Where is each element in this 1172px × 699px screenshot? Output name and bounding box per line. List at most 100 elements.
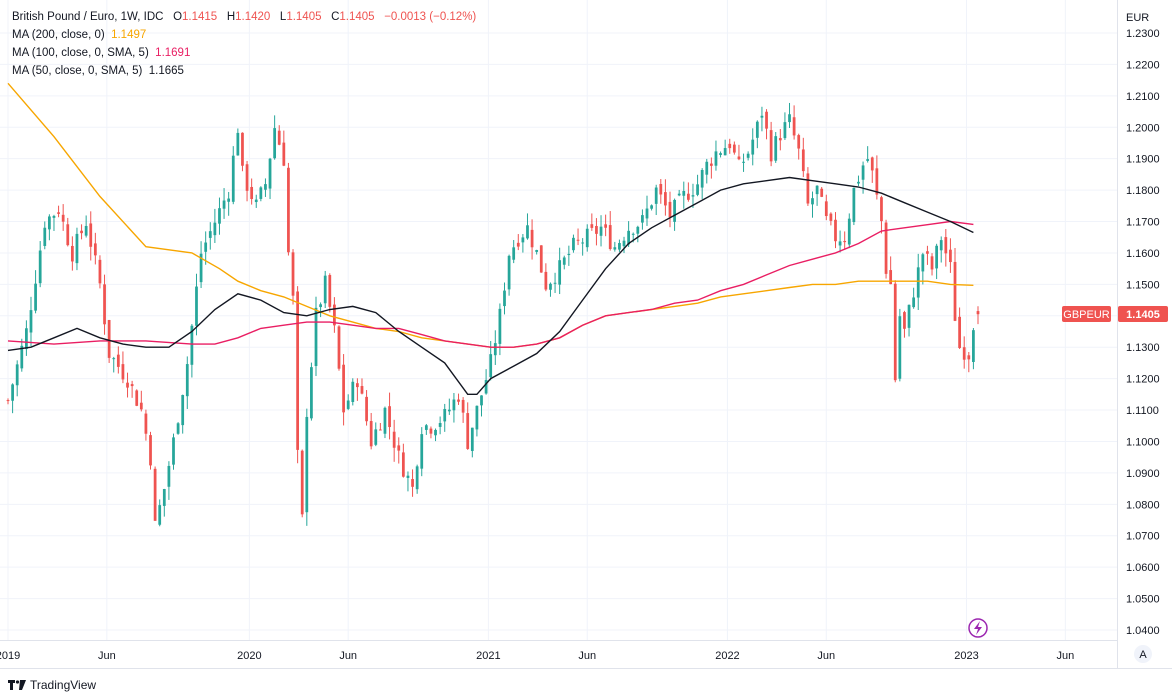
candle-body [66,224,70,246]
ohlc-change: −0.0013 (−0.12%) [384,11,477,23]
candle-body [526,225,529,239]
candle-body [135,390,139,406]
ohlc-l-label: L [279,11,287,23]
ytick-label: 1.1100 [1126,405,1159,417]
time-axis[interactable]: 2019 Jun 2020 Jun 2021 Jun 2022 Jun 2023 Jun [0,650,1074,662]
candle-body [976,311,980,315]
candle-body [769,130,773,162]
candle-body [52,215,56,218]
candle-body [907,304,911,328]
candle-body [719,153,722,155]
candle-body [650,205,653,209]
lightning-icon[interactable] [968,618,988,638]
ytick-label: 1.0500 [1126,594,1160,606]
candle-body [654,187,658,204]
candle-body [392,431,396,448]
candle-body [429,428,433,434]
ytick-label: 1.2300 [1126,28,1160,40]
candles [6,102,980,527]
candle-body [470,427,474,451]
grid [0,0,1117,640]
ohlc-h-label: H [226,11,236,23]
candle-body [185,364,189,397]
candle-body [921,254,925,272]
candle-body [75,233,79,264]
candle-body [314,307,318,367]
candle-body [25,328,28,350]
candle-body [34,283,37,311]
candle-body [452,399,456,411]
candle-body [788,114,791,123]
legend-ma200-row[interactable]: MA (200, close, 0) 1.1497 [12,26,476,44]
candle-body [778,138,782,141]
candle-body [89,223,93,247]
ytick-label: 1.1800 [1126,185,1160,197]
candle-body [153,468,157,521]
candle-body [158,505,162,525]
candle-body [415,466,419,490]
candle-body [595,225,598,234]
candle-body [70,245,74,262]
legend-ma100-row[interactable]: MA (100, close, 0, SMA, 5) 1.1691 [12,44,476,62]
xtick-label: Jun [1056,650,1074,662]
candle-body [346,400,350,409]
candle-body [916,267,920,298]
candle-body [121,364,125,380]
candle-body [530,229,534,248]
xtick-label: Jun [817,650,835,662]
candle-body [149,435,152,466]
candle-body [144,413,148,434]
legend-ma50-row[interactable]: MA (50, close, 0, SMA, 5) 1.1665 [12,62,476,80]
candle-body [319,304,322,308]
candle-body [116,354,120,367]
ytick-label: 1.1000 [1126,436,1160,448]
candle-body [953,261,957,321]
xtick-label: Jun [339,650,357,662]
candle-body [11,384,14,401]
candle-body [558,260,562,285]
candle-body [213,222,217,236]
candle-body [512,247,516,260]
candle-body [958,316,961,348]
ytick-label: 1.1600 [1126,248,1160,260]
candle-body [461,399,465,413]
candle-body [696,184,699,195]
candle-body [47,216,51,230]
candle-body [383,407,387,434]
candle-body [866,159,870,161]
candle-body [195,286,198,326]
candle-body [374,429,378,445]
candle-body [939,240,943,251]
ytick-label: 1.1900 [1126,154,1160,166]
candle-body [539,245,543,273]
candle-body [103,284,106,325]
footer-brand[interactable]: TradingView [8,678,96,692]
candle-body [447,409,451,412]
candle-body [181,395,185,426]
candle-body [668,201,672,218]
ma50-value: 1.1665 [148,65,184,77]
candle-body [176,423,180,434]
ohlc-low: 1.1405 [286,11,322,23]
candle-body [287,167,290,253]
candle-body [677,193,681,196]
candle-body [291,252,295,296]
candle-body [549,283,552,290]
ytick-label: 1.0600 [1126,562,1160,574]
candle-body [875,168,879,195]
candle-body [709,163,713,166]
candle-body [305,416,309,513]
candle-body [645,208,649,219]
candle-body [126,382,129,388]
candle-body [218,208,221,224]
ytick-label: 1.0400 [1126,625,1160,637]
xtick-label: Jun [578,650,596,662]
candle-body [254,199,258,203]
candle-body [691,195,695,197]
auto-scale-button[interactable]: A [1134,645,1152,663]
symbol-title[interactable]: British Pound / Euro, 1W, IDC [12,11,164,23]
candle-body [815,185,819,195]
candle-body [843,240,847,243]
candle-body [604,224,608,228]
